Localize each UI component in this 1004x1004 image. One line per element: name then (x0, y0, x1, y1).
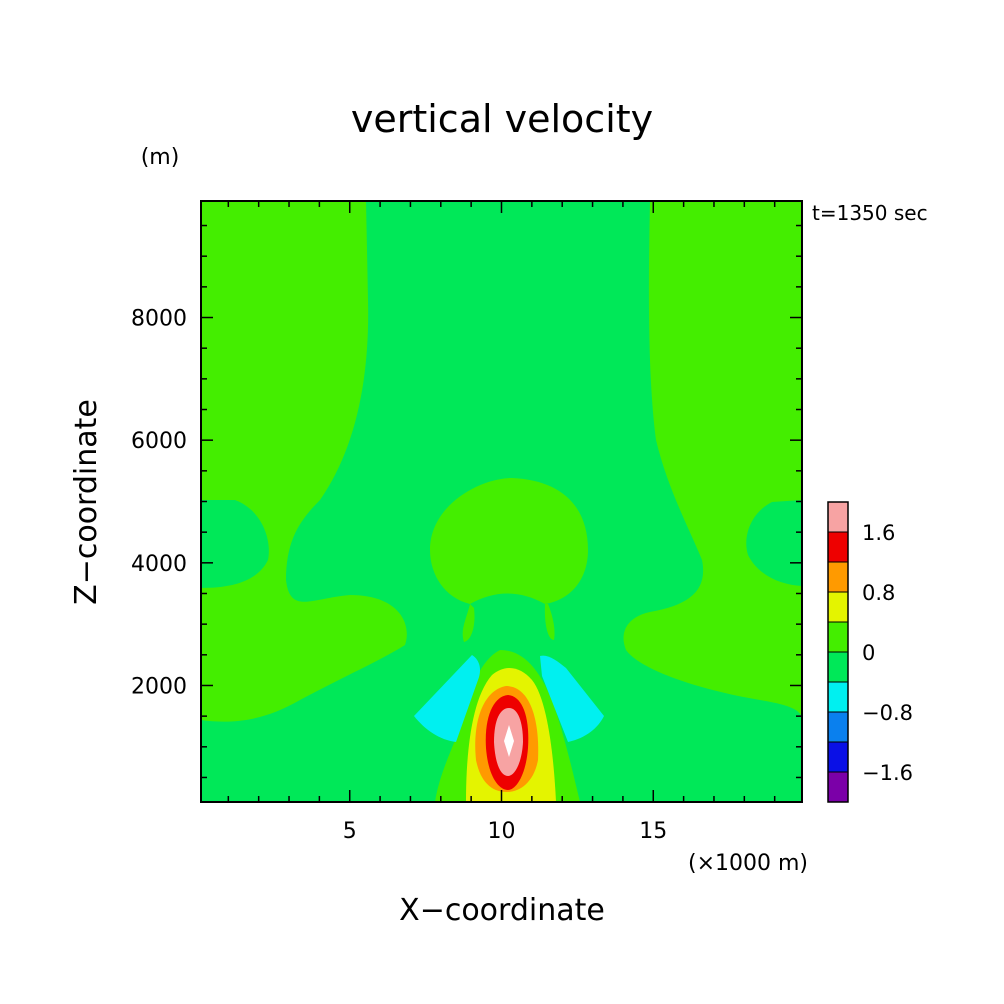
updraft-core (504, 725, 514, 757)
x-tick-label: 15 (639, 819, 667, 844)
colorbar-label: −1.6 (862, 761, 913, 785)
colorbar-label: 0 (862, 641, 875, 665)
axis-tick-labels: 5 10 15 2000 4000 6000 8000 (131, 307, 667, 844)
colorbar-swatch (827, 531, 849, 563)
y-unit-label: (m) (141, 145, 180, 170)
y-tick-label: 8000 (131, 307, 187, 332)
colorbar-swatch (827, 741, 849, 773)
y-axis-label: Z−coordinate (69, 399, 104, 605)
colorbar-swatch (827, 561, 849, 593)
contour-field (201, 201, 802, 802)
colorbar-label: 0.8 (862, 581, 895, 605)
colorbar-swatch (827, 681, 849, 713)
colorbar-swatch (827, 621, 849, 653)
x-tick-label: 10 (488, 819, 516, 844)
y-tick-label: 2000 (131, 674, 187, 699)
contour-level-0-to-0.4-blob (430, 478, 588, 604)
contour-level-neg0.8-to-neg0.4-left (414, 655, 480, 742)
colorbar-swatch (827, 591, 849, 623)
contour-level-neg0.8-to-neg0.4-right (540, 655, 604, 742)
colorbar-label: 1.6 (862, 521, 895, 545)
contour-level-0-to-0.4-stem-right (544, 604, 555, 640)
contour-level-neg0.4-to-0-right-lobe (746, 500, 802, 586)
chart-title: vertical velocity (351, 97, 653, 141)
contour-level-neg0.4-to-0-left-lobe (201, 500, 269, 588)
y-tick-label: 6000 (131, 429, 187, 454)
colorbar-swatch (827, 711, 849, 743)
colorbar-swatch (827, 651, 849, 683)
colorbar-label: −0.8 (862, 701, 913, 725)
colorbar-swatch (827, 501, 849, 533)
x-tick-label: 5 (343, 819, 357, 844)
axis-ticks (201, 201, 802, 802)
x-unit-label: (×1000 m) (688, 851, 808, 876)
colorbar-frame (827, 501, 849, 803)
contour-level-0-to-0.4-stem-left (462, 604, 475, 642)
x-axis-label: X−coordinate (399, 893, 605, 928)
time-label: t=1350 sec (812, 201, 928, 225)
colorbar: 1.6 0.8 0 −0.8 −1.6 (827, 501, 913, 803)
y-tick-label: 4000 (131, 552, 187, 577)
colorbar-swatch (827, 771, 849, 803)
